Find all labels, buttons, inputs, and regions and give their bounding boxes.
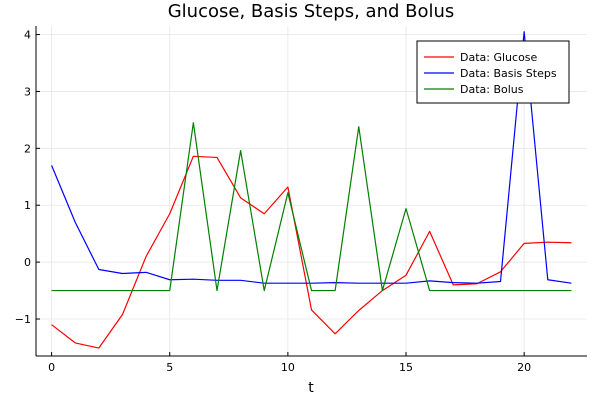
legend-label: Data: Basis Steps: [460, 67, 557, 80]
y-tick-label: 4: [24, 29, 31, 42]
chart-title: Glucose, Basis Steps, and Bolus: [168, 1, 455, 22]
x-tick-label: 15: [399, 361, 413, 374]
x-axis-label: t: [308, 380, 314, 396]
y-tick-label: 2: [24, 142, 31, 155]
y-tick-label: 0: [24, 256, 31, 269]
legend-box: [416, 40, 570, 104]
x-tick-label: 20: [517, 361, 531, 374]
y-tick-label: 3: [24, 85, 31, 98]
legend: Data: Glucose Data: Basis Steps Data: Bolu…: [416, 40, 570, 104]
legend-label: Data: Bolus: [460, 83, 524, 96]
x-tick-label: 0: [48, 361, 55, 374]
x-tick-label: 10: [281, 361, 295, 374]
axes: [35, 26, 587, 357]
y-tick-label: −1: [15, 313, 31, 326]
series-line-basis-steps: [51, 31, 572, 284]
y-tick-label: 1: [24, 199, 31, 212]
x-tick-labels: 0 5 10 15 20: [48, 361, 531, 374]
series-lines: [51, 31, 572, 349]
y-tick-labels: −1 0 1 2 3 4: [15, 29, 31, 326]
series-line-bolus: [51, 122, 572, 292]
x-tick-label: 5: [166, 361, 173, 374]
legend-label: Data: Glucose: [460, 51, 538, 64]
series-line-glucose: [51, 155, 572, 349]
